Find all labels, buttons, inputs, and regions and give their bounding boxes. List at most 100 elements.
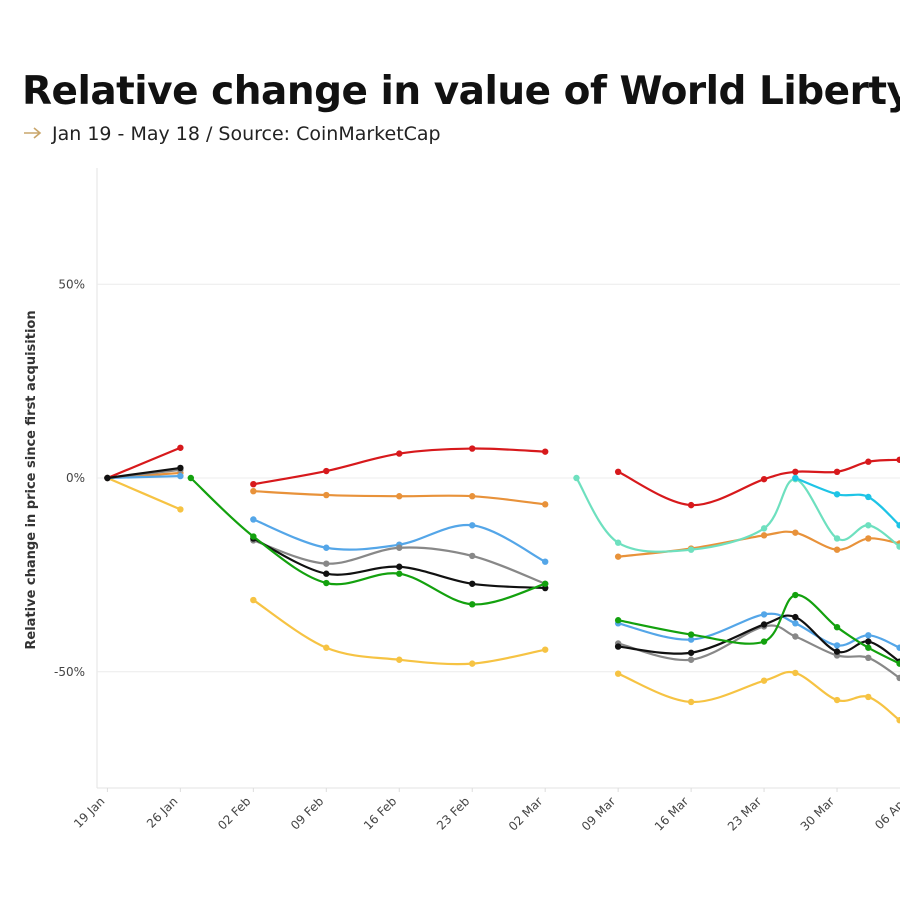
data-point: [614, 468, 622, 475]
y-axis-title: Relative change in price since first acq…: [24, 310, 39, 649]
data-point: [396, 656, 403, 663]
data-point: [865, 638, 872, 645]
x-tick-label: 26 Jan: [144, 794, 180, 830]
y-tick-label: 0%: [66, 471, 85, 485]
data-point: [469, 601, 476, 608]
x-tick-label: 16 Feb: [361, 794, 399, 832]
data-point: [687, 656, 695, 663]
data-point: [250, 596, 257, 604]
data-point: [323, 560, 330, 567]
data-point: [865, 535, 872, 542]
data-point: [250, 516, 257, 523]
data-point: [687, 649, 695, 656]
data-point: [760, 621, 768, 628]
data-point: [396, 570, 403, 577]
data-point: [792, 474, 799, 482]
series-line: [107, 466, 900, 663]
data-point: [865, 458, 872, 465]
y-tick-label: -50%: [54, 665, 85, 679]
data-point: [323, 644, 330, 651]
data-point: [896, 660, 900, 667]
series-line: [107, 471, 900, 558]
data-point: [760, 475, 768, 483]
data-point: [833, 642, 841, 649]
data-point: [792, 620, 799, 627]
x-tick-label: 09 Mar: [579, 794, 618, 833]
data-point: [687, 546, 695, 553]
data-point: [792, 613, 799, 621]
x-tick-label: 23 Mar: [725, 794, 764, 833]
data-point: [396, 563, 403, 570]
data-point: [833, 491, 841, 498]
data-point: [833, 535, 841, 542]
data-point: [573, 474, 580, 482]
x-tick-label: 19 Jan: [71, 794, 107, 830]
data-point: [250, 533, 257, 540]
data-point: [323, 570, 330, 577]
data-point: [760, 677, 768, 684]
data-point: [177, 506, 184, 513]
data-point: [541, 558, 549, 565]
data-point: [833, 648, 841, 655]
data-point: [177, 444, 184, 451]
series-line: [575, 477, 900, 553]
data-point: [865, 632, 872, 639]
data-point: [396, 493, 403, 500]
data-point: [541, 448, 549, 455]
data-point: [833, 696, 841, 704]
series-line: [107, 446, 900, 507]
data-point: [760, 532, 768, 539]
data-point: [614, 670, 622, 677]
data-point: [250, 487, 257, 495]
data-point: [469, 493, 476, 500]
data-point: [865, 644, 872, 651]
data-point: [687, 631, 695, 638]
chart-subtitle: Jan 19 - May 18 / Source: CoinMarketCap: [51, 123, 441, 145]
data-point: [469, 522, 476, 529]
data-point: [541, 501, 549, 508]
data-point: [187, 474, 195, 482]
data-point: [323, 544, 330, 551]
x-tick-label: 23 Feb: [434, 794, 472, 832]
data-point: [896, 674, 900, 682]
data-point: [250, 481, 257, 488]
data-point: [760, 525, 768, 532]
data-point: [396, 544, 403, 551]
data-point: [760, 611, 768, 618]
data-point: [469, 552, 476, 560]
data-point: [833, 546, 841, 553]
data-point: [792, 633, 799, 640]
x-tick-label: 09 Feb: [288, 794, 326, 832]
x-tick-label: 16 Mar: [652, 794, 691, 833]
data-point: [396, 450, 403, 457]
data-point: [896, 716, 900, 724]
data-point: [323, 579, 330, 587]
x-tick-label: 30 Mar: [798, 794, 837, 833]
data-point: [792, 468, 799, 475]
data-point: [541, 646, 549, 653]
data-point: [896, 522, 900, 529]
data-point: [833, 468, 841, 475]
data-point: [792, 529, 799, 536]
data-point: [541, 580, 549, 587]
data-point: [896, 543, 900, 550]
data-point: [865, 693, 872, 701]
data-point: [687, 636, 695, 643]
data-point: [177, 464, 184, 472]
data-point: [792, 669, 799, 677]
data-point: [687, 501, 695, 509]
data-point: [469, 445, 476, 452]
data-point: [833, 623, 841, 631]
data-point: [865, 522, 872, 529]
data-point: [177, 472, 184, 480]
data-point: [760, 638, 768, 645]
data-point: [104, 474, 111, 482]
series-line: [794, 476, 900, 527]
data-point: [865, 654, 872, 661]
y-tick-label: 50%: [58, 277, 85, 291]
x-tick-label: 06 Apr: [872, 794, 900, 832]
data-point: [792, 591, 799, 599]
data-point: [614, 539, 622, 546]
